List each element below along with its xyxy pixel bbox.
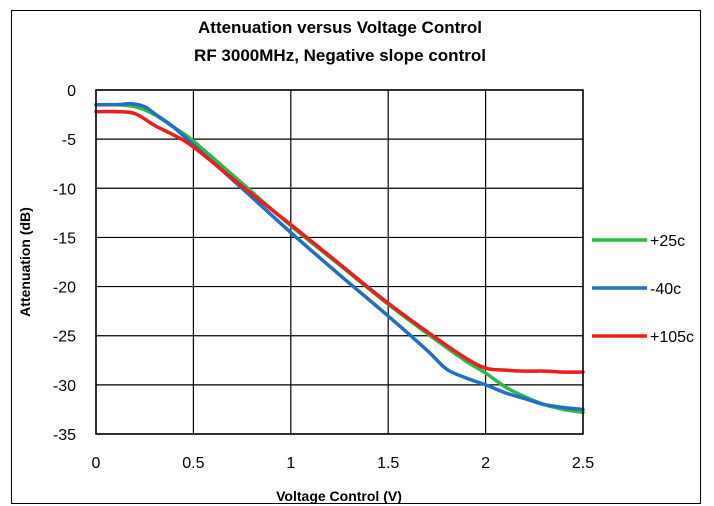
series-line-2 xyxy=(94,109,585,374)
legend-label: -40c xyxy=(650,281,681,298)
y-tick-label: -35 xyxy=(53,427,76,444)
x-tick-label: 0 xyxy=(92,455,101,472)
x-tick-label: 1.5 xyxy=(377,455,399,472)
x-tick-label: 2.5 xyxy=(572,455,594,472)
series-line-0 xyxy=(94,102,585,415)
y-tick-label: -30 xyxy=(53,378,76,395)
y-tick-label: -25 xyxy=(53,329,76,346)
x-axis-title: Voltage Control (V) xyxy=(276,488,402,504)
y-tick-label: -10 xyxy=(53,181,76,198)
chart-title: Attenuation versus Voltage Control xyxy=(198,18,482,37)
y-tick-label: -5 xyxy=(62,132,76,149)
chart-subtitle: RF 3000MHz, Negative slope control xyxy=(194,46,486,65)
x-tick-label: 2 xyxy=(481,455,490,472)
plot-border xyxy=(95,89,584,435)
legend-label: +25c xyxy=(650,233,685,250)
legend-label: +105c xyxy=(650,329,694,346)
series-line-1 xyxy=(94,101,585,412)
chart-frame xyxy=(11,10,701,504)
x-tick-labels: 0 0.5 1 1.5 2 2.5 xyxy=(92,455,595,472)
y-tick-label: 0 xyxy=(67,83,76,100)
series-layer xyxy=(94,101,585,415)
y-tick-label: -15 xyxy=(53,230,76,247)
y-tick-labels: 0 -5 -10 -15 -20 -25 -30 -35 xyxy=(53,83,76,444)
y-tick-label: -20 xyxy=(53,280,76,297)
legend: +25c -40c +105c xyxy=(592,233,694,346)
y-axis-title: Attenuation (dB) xyxy=(17,207,33,317)
x-tick-label: 1 xyxy=(286,455,295,472)
x-tick-label: 0.5 xyxy=(182,455,204,472)
